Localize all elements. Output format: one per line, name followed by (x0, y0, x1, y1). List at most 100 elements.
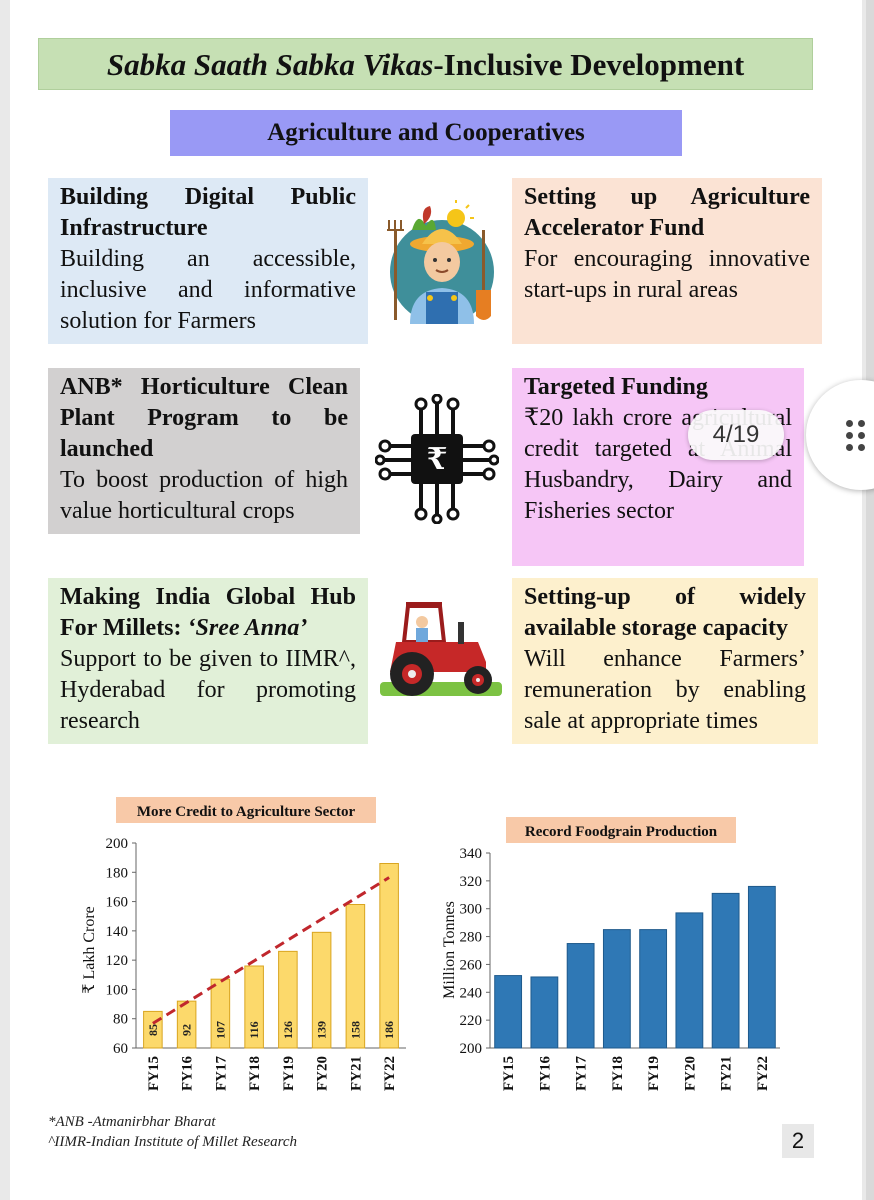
menu-dot (858, 432, 865, 439)
data-label: 186 (382, 1021, 396, 1039)
footnote-iimr: ^IIMR-Indian Institute of Millet Researc… (48, 1134, 298, 1150)
data-label: 126 (281, 1021, 295, 1039)
x-tick-label: FY22 (382, 1056, 398, 1091)
card-body: Support to be given to IIMR^, Hyderabad … (60, 646, 356, 734)
y-tick-label: 80 (113, 1012, 128, 1028)
x-tick-label: FY16 (180, 1056, 196, 1091)
trend-line (152, 876, 390, 1025)
bar (311, 931, 332, 1049)
card-heading: Setting up Agriculture Accelerator Fund (524, 184, 810, 241)
bar (602, 929, 631, 1049)
y-tick-label: 160 (106, 895, 129, 911)
card-body: To boost production of high value hortic… (60, 467, 348, 524)
title-italic: Sabka Saath Sabka Vikas (106, 47, 434, 82)
y-tick-label: 280 (460, 930, 483, 946)
page-title: Sabka Saath Sabka Vikas-Inclusive Develo… (38, 38, 813, 90)
card-millets-hub: Making India Global Hub For Millets: ‘Sr… (48, 578, 368, 744)
y-tick-label: 320 (460, 874, 483, 890)
y-tick-label: 140 (106, 924, 129, 940)
scroll-track[interactable] (866, 0, 874, 1200)
bar (675, 912, 704, 1049)
x-tick-label: FY20 (315, 1056, 331, 1091)
chart-title: More Credit to Agriculture Sector (137, 804, 356, 820)
card-heading-italic: ‘Sree Anna’ (187, 615, 308, 641)
card-heading: Making India Global Hub For Millets: ‘Sr… (60, 582, 356, 644)
data-label: 139 (315, 1021, 329, 1039)
x-tick-label: FY17 (213, 1056, 229, 1091)
rupee-chip-icon: ₹ (375, 394, 499, 524)
x-tick-label: FY19 (646, 1056, 662, 1091)
bar (379, 863, 399, 1049)
data-label: 85 (146, 1024, 160, 1036)
x-tick-label: FY17 (574, 1056, 590, 1091)
page-indicator: 4/19 (688, 410, 784, 460)
chart-title-bg (506, 817, 736, 843)
bar (494, 975, 523, 1049)
card-heading: Building Digital Public Infrastructure (60, 184, 356, 241)
bar (210, 978, 231, 1049)
card-body: Will enhance Farmers’ remuneration by en… (524, 646, 806, 734)
x-tick-label: FY19 (281, 1056, 297, 1091)
bar (747, 885, 776, 1049)
menu-dot (858, 444, 865, 451)
card-heading-main: Making India Global Hub For Millets: (60, 584, 356, 641)
y-tick-label: 120 (106, 953, 129, 969)
title-rest: -Inclusive Development (433, 47, 745, 82)
bar (278, 950, 298, 1049)
x-tick-label: FY16 (537, 1056, 553, 1091)
card-heading: Targeted Funding (524, 374, 708, 400)
bar (639, 929, 668, 1049)
x-tick-label: FY15 (146, 1056, 162, 1091)
bar (711, 892, 740, 1049)
card-digital-infrastructure: Building Digital Public Infrastructure B… (48, 178, 368, 344)
y-tick-label: 220 (460, 1013, 483, 1029)
farmer-icon (387, 200, 494, 324)
card-targeted-funding: Targeted Funding ₹20 lakh crore agricult… (512, 368, 804, 566)
y-tick-label: 260 (460, 957, 483, 973)
bar (530, 976, 559, 1049)
y-tick-label: 240 (460, 985, 483, 1001)
card-horticulture-program: ANB* Horticulture Clean Plant Program to… (48, 368, 360, 534)
y-tick-label: 300 (460, 902, 483, 918)
card-body: Building an accessible, inclusive and in… (60, 246, 356, 334)
y-tick-label: 180 (106, 865, 129, 881)
page-number: 2 (782, 1124, 814, 1158)
y-tick-label: 100 (106, 982, 129, 998)
card-body: For encouraging innovative start-ups in … (524, 246, 810, 303)
data-label: 158 (348, 1021, 362, 1039)
card-heading: Setting-up of widely available storage c… (524, 584, 806, 641)
card-accelerator-fund: Setting up Agriculture Accelerator Fund … (512, 178, 822, 344)
card-heading: ANB* Horticulture Clean Plant Program to… (60, 374, 348, 462)
x-tick-label: FY22 (755, 1056, 771, 1091)
chart-y-label: ₹ Lakh Crore (81, 906, 98, 993)
foodgrain-chart: Record Foodgrain Production Million Tonn… (441, 817, 780, 1091)
chart-y-label: Million Tonnes (441, 901, 458, 999)
card-storage-capacity: Setting-up of widely available storage c… (512, 578, 818, 744)
menu-dot (858, 420, 865, 427)
x-tick-label: FY20 (682, 1056, 698, 1091)
chart-title: Record Foodgrain Production (525, 824, 718, 840)
menu-dot (846, 420, 853, 427)
bar (345, 904, 366, 1049)
x-tick-label: FY21 (719, 1056, 735, 1091)
y-tick-label: 340 (460, 846, 483, 862)
menu-dot (846, 432, 853, 439)
data-label: 116 (247, 1021, 261, 1038)
data-label: 107 (213, 1021, 227, 1039)
bar (566, 943, 595, 1049)
menu-dot (846, 444, 853, 451)
x-tick-label: FY18 (247, 1056, 263, 1091)
y-tick-label: 60 (113, 1041, 128, 1057)
svg-text:₹: ₹ (427, 443, 448, 476)
y-tick-label: 200 (460, 1041, 483, 1057)
data-label: 92 (180, 1024, 194, 1036)
x-tick-label: FY18 (610, 1056, 626, 1091)
chart-title-bg (116, 797, 376, 823)
tractor-icon (380, 602, 502, 696)
footnote-anb: *ANB -Atmanirbhar Bharat (48, 1114, 216, 1130)
bar (244, 965, 264, 1049)
credit-chart: More Credit to Agriculture Sector ₹ Lakh… (81, 797, 406, 1091)
x-tick-label: FY21 (348, 1056, 364, 1091)
y-tick-label: 200 (106, 836, 129, 852)
section-title: Agriculture and Cooperatives (170, 110, 682, 156)
